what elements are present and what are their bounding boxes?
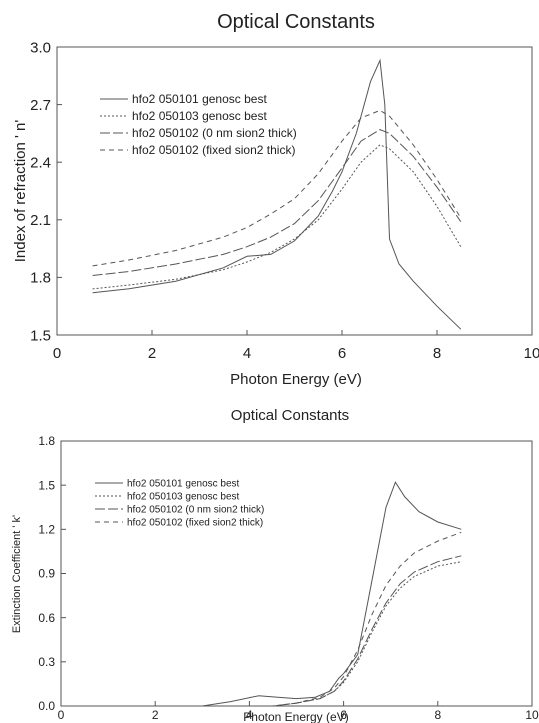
x-axis-label: Photon Energy (eV)	[243, 710, 348, 723]
y-tick-label: 0.0	[38, 699, 55, 713]
chart-title: Optical Constants	[217, 11, 375, 33]
legend-label: hfo2 050102 (0 nm sion2 thick)	[132, 126, 297, 140]
legend: hfo2 050101 genosc best hfo2 050103 genos…	[100, 92, 297, 157]
series-line-1	[96, 481, 462, 707]
legend-label: hfo2 050102 (fixed sion2 thick)	[132, 143, 295, 157]
series-line-4	[92, 109, 462, 267]
chart-refractive-index: Optical Constants 0 2 4 6 8 10 1.5 1.8 2.1 2.4 2.7…	[12, 11, 539, 388]
y-axis-label: Index of refraction ' n'	[12, 120, 29, 263]
x-tick-label: 10	[525, 708, 539, 722]
series-line-4	[96, 531, 462, 707]
series-line-2	[96, 561, 462, 707]
series-line-3	[96, 555, 462, 707]
y-tick-label: 1.8	[38, 434, 55, 448]
series-lines	[96, 481, 462, 707]
y-tick-label: 2.7	[30, 97, 51, 114]
y-tick-label: 0.9	[38, 567, 55, 581]
x-tick-label: 2	[148, 345, 156, 362]
legend-label: hfo2 050101 genosc best	[132, 92, 267, 106]
y-tick-label: 2.1	[30, 212, 51, 229]
x-tick-label: 0	[58, 708, 65, 722]
y-tick-label: 0.3	[38, 655, 55, 669]
y-tick-label: 1.2	[38, 523, 55, 537]
series-line-3	[92, 129, 462, 276]
plot-frame	[56, 46, 533, 336]
x-tick-label: 8	[433, 345, 441, 362]
y-tick-label: 2.4	[30, 154, 51, 171]
x-tick-label: 2	[152, 708, 159, 722]
legend-label: hfo2 050102 (0 nm sion2 thick)	[127, 505, 264, 516]
axis-ticks: 0 2 4 6 8 10 1.5 1.8 2.1 2.4 2.7 3.0	[30, 39, 539, 362]
legend-label: hfo2 050101 genosc best	[127, 479, 240, 490]
y-tick-label: 1.5	[38, 478, 55, 492]
legend: hfo2 050101 genosc best hfo2 050103 genos…	[95, 479, 264, 529]
series-lines	[92, 58, 462, 330]
axis-ticks: 0 2 4 6 8 10 0.0 0.3 0.6 0.9 1.2 1.5 1.8	[38, 434, 539, 722]
x-tick-label: 6	[338, 345, 346, 362]
x-tick-label: 4	[243, 345, 251, 362]
x-axis-label: Photon Energy (eV)	[230, 371, 362, 388]
y-tick-label: 3.0	[30, 39, 51, 56]
legend-label: hfo2 050103 genosc best	[132, 109, 267, 123]
legend-label: hfo2 050102 (fixed sion2 thick)	[127, 518, 263, 529]
x-tick-label: 6	[340, 708, 347, 722]
x-tick-label: 8	[434, 708, 441, 722]
x-tick-label: 4	[246, 708, 253, 722]
x-tick-label: 0	[53, 345, 61, 362]
y-tick-label: 0.6	[38, 611, 55, 625]
x-tick-label: 10	[524, 345, 539, 362]
chart-extinction-coefficient: Optical Constants 0 2 4 6 8 10 0.0 0.3 0.6 0.9 1.2…	[11, 407, 539, 723]
chart-title: Optical Constants	[231, 407, 349, 424]
y-tick-label: 1.5	[30, 327, 51, 344]
legend-label: hfo2 050103 genosc best	[127, 492, 240, 503]
y-axis-label: Extinction Coefficient ' k'	[11, 515, 23, 633]
series-line-1	[92, 58, 462, 330]
y-tick-label: 1.8	[30, 270, 51, 287]
series-line-2	[92, 144, 462, 290]
